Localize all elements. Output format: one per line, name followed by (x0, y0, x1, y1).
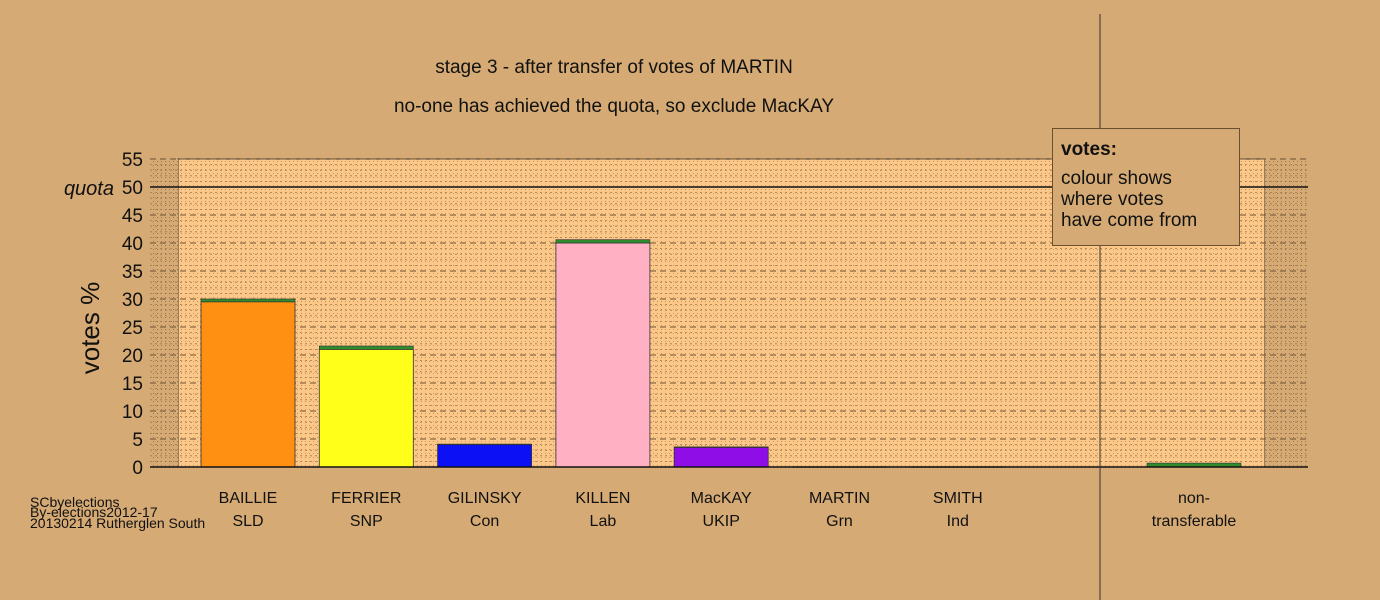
category-label: KILLEN (575, 490, 630, 507)
quota-label: quota (64, 178, 114, 200)
legend-line-1: colour shows (1061, 168, 1172, 189)
category-label: FERRIER (331, 490, 401, 507)
bar-first-preference (318, 348, 414, 468)
bar-first-preference (200, 301, 296, 468)
category-party-label: Grn (826, 513, 853, 530)
y-tick-label: 30 (122, 290, 143, 311)
bar-transfer (673, 446, 769, 448)
category-label: BAILLIE (219, 490, 278, 507)
legend-title: votes: (1061, 139, 1117, 160)
legend-line-2: where votes (1061, 189, 1164, 210)
category-party-label: SNP (350, 513, 383, 530)
bar-transfer (555, 239, 651, 244)
category-label: MacKAY (691, 490, 752, 507)
bar-transfer (437, 443, 532, 445)
y-tick-label: 0 (132, 458, 143, 479)
footer-line-3: 20130214 Rutherglen South (30, 515, 205, 531)
footer-line-2: By-elections2012-17 (30, 504, 158, 520)
category-party-label: transferable (1152, 513, 1237, 530)
bar-transfer (318, 345, 414, 350)
category-party-label: Ind (947, 513, 969, 530)
y-tick-label: 5 (132, 430, 143, 451)
footer-line-1: SCbyelections (30, 494, 120, 510)
y-tick-label: 40 (122, 234, 143, 255)
category-party-label: Con (470, 513, 499, 530)
category-labels: BAILLIE SLD FERRIER SNP GILINSKY Con KILLEN Lab… (219, 490, 1237, 530)
category-party-label: SLD (232, 513, 263, 530)
y-axis-ticks: 0 5 10 15 20 25 30 35 40 45 50 55 (122, 150, 143, 479)
bar-first-preference (673, 446, 769, 468)
category-party-label: UKIP (703, 513, 740, 530)
category-label: MARTIN (809, 490, 870, 507)
y-tick-label: 20 (122, 346, 143, 367)
chart-subtitle: no-one has achieved the quota, so exclud… (394, 96, 834, 117)
plot-left-margin (150, 159, 178, 467)
plot-right-margin (1265, 159, 1308, 467)
legend-box: votes: colour shows where votes have com… (1052, 128, 1240, 246)
bar-first-preference (437, 444, 533, 468)
y-tick-label: 15 (122, 374, 143, 395)
y-tick-label: 45 (122, 206, 143, 227)
category-label: GILINSKY (448, 490, 522, 507)
category-label: non- (1178, 490, 1210, 507)
y-tick-label: 55 (122, 150, 143, 171)
y-tick-label: 25 (122, 318, 143, 339)
category-label: SMITH (933, 490, 983, 507)
y-tick-label: 35 (122, 262, 143, 283)
bar-first-preference (555, 242, 651, 468)
category-party-label: Lab (590, 513, 617, 530)
bar-transfer (200, 298, 296, 303)
chart-title: stage 3 - after transfer of votes of MAR… (435, 57, 793, 78)
y-tick-label: 50 (122, 178, 143, 199)
legend-line-3: have come from (1061, 210, 1198, 231)
y-axis-label: votes % (75, 282, 105, 375)
y-tick-label: 10 (122, 402, 143, 423)
bars (200, 239, 1242, 468)
